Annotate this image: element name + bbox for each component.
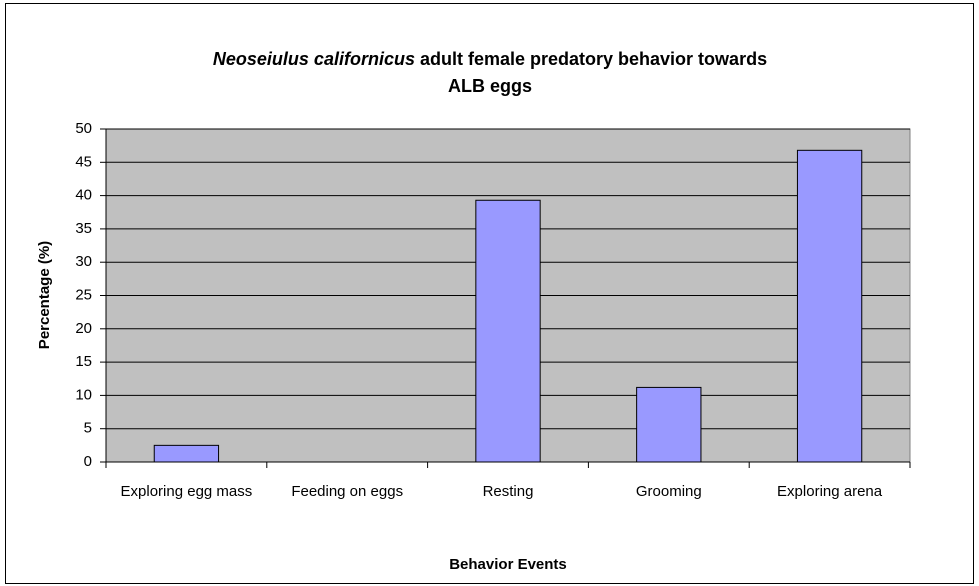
bar: [796, 149, 863, 463]
y-tick-label: 10: [75, 386, 92, 403]
y-tick-label: 0: [84, 453, 92, 470]
x-axis-label: Behavior Events: [449, 556, 567, 573]
y-axis-label: Percentage (%): [36, 241, 53, 349]
y-tick-label: 15: [75, 353, 92, 370]
chart-title: Neoseiulus californicus adult female pre…: [213, 49, 767, 69]
y-tick-label: 45: [75, 153, 92, 170]
x-tick-label: Resting: [482, 483, 534, 500]
x-tick-label: Exploring arena: [777, 483, 883, 500]
y-tick-label: 40: [75, 187, 92, 204]
bar: [636, 386, 702, 463]
y-tick-label: 25: [75, 286, 92, 303]
title-part: adult female predatory behavior towards: [420, 49, 767, 69]
y-tick-label: 50: [75, 120, 92, 137]
y-tick-label: 30: [75, 253, 92, 270]
x-tick-label: Feeding on eggs: [291, 483, 404, 500]
title-part: Neoseiulus californicus: [213, 49, 415, 69]
y-tick-label: 20: [75, 320, 92, 337]
bar: [153, 444, 220, 463]
x-tick-label: Exploring egg mass: [120, 483, 253, 500]
y-tick-label: 5: [84, 420, 92, 437]
chart-title: ALB eggs: [448, 76, 532, 96]
x-tick-label: Grooming: [635, 483, 702, 500]
y-tick-label: 35: [75, 220, 92, 237]
bar: [475, 199, 541, 463]
